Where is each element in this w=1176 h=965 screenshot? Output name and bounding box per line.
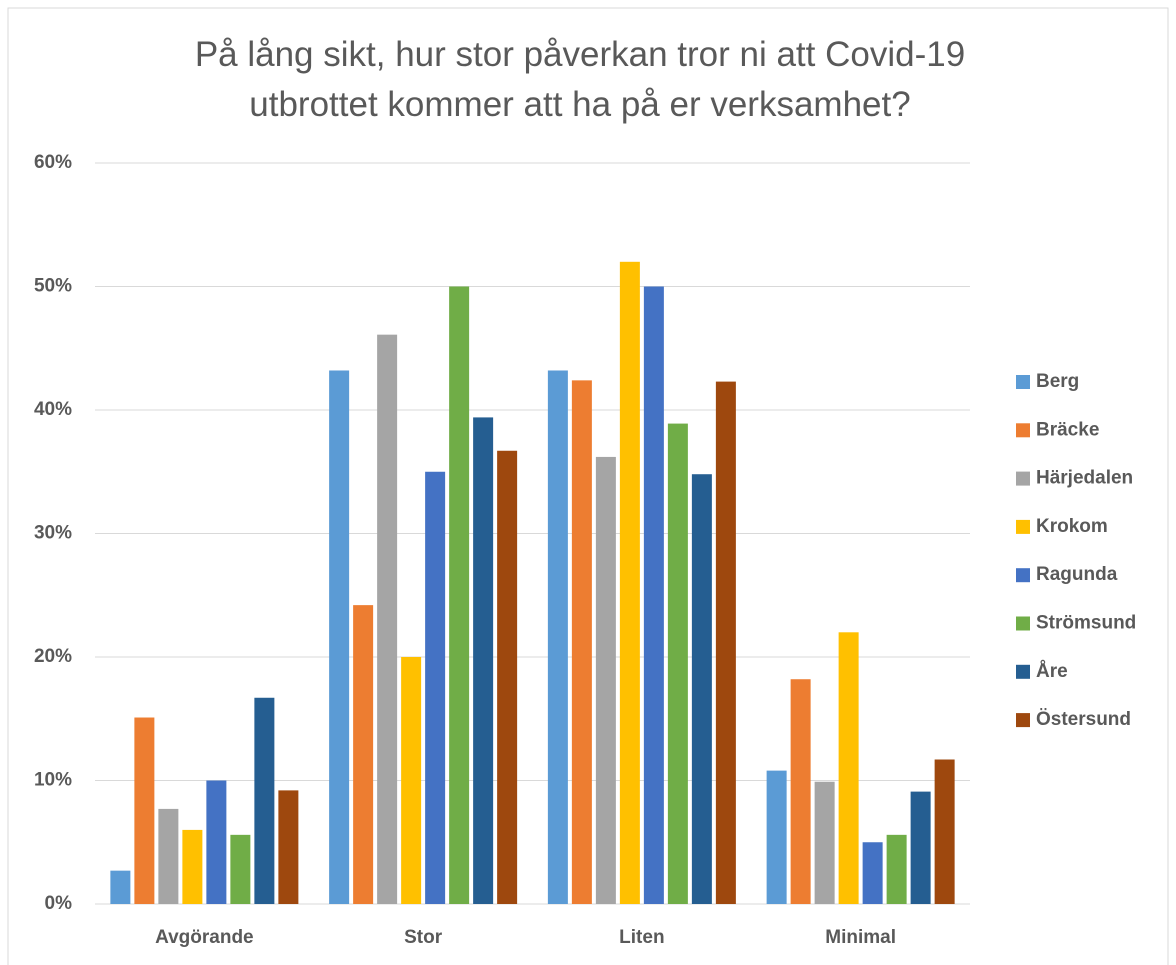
bar bbox=[571, 380, 592, 904]
legend-swatch bbox=[1016, 471, 1030, 486]
bar bbox=[329, 370, 350, 905]
legend-swatch bbox=[1016, 664, 1030, 679]
y-tick-label: 10% bbox=[34, 770, 72, 791]
bar bbox=[425, 471, 446, 904]
bar bbox=[691, 474, 712, 904]
legend-swatch bbox=[1016, 375, 1030, 389]
x-tick-label: Stor bbox=[404, 927, 443, 948]
bar bbox=[667, 423, 688, 904]
bar bbox=[934, 759, 955, 904]
bar bbox=[547, 370, 568, 905]
legend-swatch bbox=[1016, 423, 1030, 438]
bar bbox=[862, 842, 883, 904]
bar bbox=[715, 381, 736, 905]
legend-swatch bbox=[1016, 713, 1030, 728]
y-tick-label: 60% bbox=[34, 152, 72, 173]
bar bbox=[619, 261, 640, 904]
bar bbox=[377, 334, 398, 904]
x-tick-label: Minimal bbox=[825, 927, 896, 948]
bar bbox=[473, 417, 494, 904]
legend-label: Krokom bbox=[1036, 516, 1108, 537]
bar bbox=[182, 829, 203, 904]
bar bbox=[254, 697, 275, 904]
bar bbox=[449, 286, 470, 904]
legend-label: Berg bbox=[1036, 371, 1079, 392]
bar bbox=[838, 632, 859, 904]
legend-label: Östersund bbox=[1036, 709, 1131, 730]
bar bbox=[814, 781, 835, 904]
bar bbox=[110, 870, 131, 904]
legend-label: Ragunda bbox=[1036, 564, 1118, 585]
legend-swatch bbox=[1016, 616, 1030, 631]
y-tick-label: 20% bbox=[34, 646, 72, 667]
legend-swatch bbox=[1016, 519, 1030, 534]
bar bbox=[886, 834, 907, 904]
bar bbox=[134, 717, 155, 904]
bar bbox=[230, 834, 251, 904]
bar bbox=[910, 791, 931, 904]
legend-label: Strömsund bbox=[1036, 613, 1136, 634]
bar bbox=[790, 679, 811, 904]
legend-swatch bbox=[1016, 568, 1030, 583]
x-tick-label: Liten bbox=[619, 927, 664, 948]
y-tick-label: 40% bbox=[34, 399, 72, 420]
bar bbox=[353, 605, 374, 904]
legend-label: Bräcke bbox=[1036, 419, 1099, 440]
y-tick-label: 50% bbox=[34, 276, 72, 297]
y-tick-label: 0% bbox=[45, 893, 73, 914]
bar bbox=[158, 808, 179, 904]
bar bbox=[206, 780, 227, 904]
bar bbox=[643, 286, 664, 904]
bar bbox=[595, 456, 616, 904]
chart-frame bbox=[7, 7, 1169, 965]
chart-title: På lång sikt, hur stor påverkan tror ni … bbox=[194, 35, 966, 124]
y-tick-label: 30% bbox=[34, 523, 72, 544]
bar bbox=[401, 657, 422, 904]
bar bbox=[497, 450, 518, 904]
bar bbox=[278, 790, 299, 904]
bar bbox=[766, 770, 787, 904]
legend-label: Åre bbox=[1036, 661, 1068, 682]
x-tick-label: Avgörande bbox=[155, 927, 254, 948]
legend-label: Härjedalen bbox=[1036, 468, 1133, 489]
